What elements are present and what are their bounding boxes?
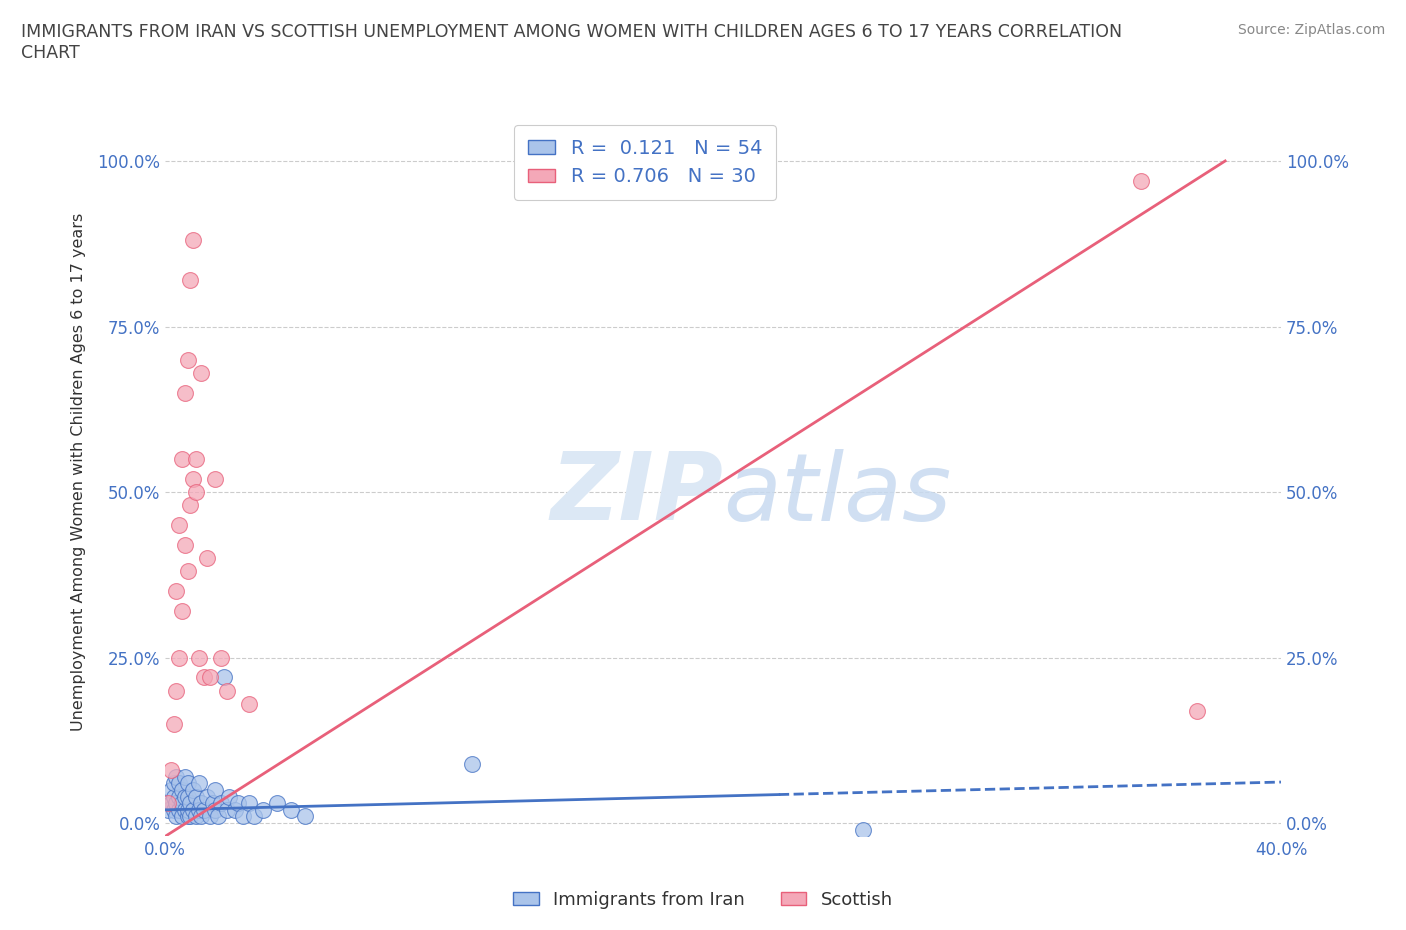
Point [181, 233, 204, 248]
Legend: Immigrants from Iran, Scottish: Immigrants from Iran, Scottish [506, 884, 900, 916]
Point [294, 809, 316, 824]
Point [187, 650, 209, 665]
Point [187, 803, 209, 817]
Point [851, 822, 873, 837]
Point [204, 782, 226, 797]
Point [195, 551, 218, 565]
Point [184, 485, 207, 499]
Point [176, 809, 198, 824]
Point [176, 352, 198, 367]
Point [165, 809, 187, 824]
Point [190, 365, 212, 380]
Point [173, 385, 195, 400]
Point [162, 716, 184, 731]
Point [1130, 173, 1153, 188]
Point [170, 782, 193, 797]
Point [232, 809, 254, 824]
Point [176, 803, 198, 817]
Point [165, 796, 187, 811]
Point [461, 756, 484, 771]
Point [170, 796, 193, 811]
Point [190, 796, 212, 811]
Point [176, 565, 198, 579]
Point [173, 769, 195, 784]
Point [179, 809, 201, 824]
Point [209, 650, 232, 665]
Text: atlas: atlas [723, 448, 952, 539]
Text: Source: ZipAtlas.com: Source: ZipAtlas.com [1237, 23, 1385, 37]
Point [193, 670, 215, 684]
Point [238, 796, 260, 811]
Point [170, 451, 193, 466]
Point [280, 803, 302, 817]
Point [215, 803, 238, 817]
Point [162, 776, 184, 790]
Point [162, 790, 184, 804]
Point [170, 809, 193, 824]
Point [176, 776, 198, 790]
Text: IMMIGRANTS FROM IRAN VS SCOTTISH UNEMPLOYMENT AMONG WOMEN WITH CHILDREN AGES 6 T: IMMIGRANTS FROM IRAN VS SCOTTISH UNEMPLO… [21, 23, 1122, 62]
Point [266, 796, 288, 811]
Point [173, 803, 195, 817]
Point [159, 782, 181, 797]
Point [156, 803, 179, 817]
Point [193, 803, 215, 817]
Point [190, 809, 212, 824]
Point [167, 518, 190, 533]
Point [167, 803, 190, 817]
Point [198, 670, 221, 684]
Point [165, 769, 187, 784]
Point [209, 796, 232, 811]
Point [159, 763, 181, 777]
Point [218, 790, 240, 804]
Point [252, 803, 274, 817]
Point [179, 272, 201, 287]
Point [181, 472, 204, 486]
Point [198, 809, 221, 824]
Point [204, 472, 226, 486]
Point [238, 697, 260, 711]
Point [212, 670, 235, 684]
Legend: R =  0.121   N = 54, R = 0.706   N = 30: R = 0.121 N = 54, R = 0.706 N = 30 [515, 125, 776, 200]
Point [165, 584, 187, 599]
Point [179, 796, 201, 811]
Y-axis label: Unemployment Among Women with Children Ages 6 to 17 years: Unemployment Among Women with Children A… [72, 213, 86, 731]
Point [165, 684, 187, 698]
Point [204, 803, 226, 817]
Point [224, 803, 246, 817]
Point [173, 790, 195, 804]
Point [1187, 703, 1209, 718]
Point [184, 790, 207, 804]
Point [201, 796, 224, 811]
Point [181, 782, 204, 797]
Point [195, 790, 218, 804]
Point [181, 803, 204, 817]
Point [179, 498, 201, 512]
Point [187, 776, 209, 790]
Point [162, 803, 184, 817]
Point [159, 796, 181, 811]
Point [156, 796, 179, 811]
Point [184, 451, 207, 466]
Point [184, 809, 207, 824]
Text: ZIP: ZIP [550, 448, 723, 540]
Point [167, 790, 190, 804]
Point [243, 809, 266, 824]
Point [176, 790, 198, 804]
Point [226, 796, 249, 811]
Point [170, 604, 193, 618]
Point [173, 538, 195, 552]
Point [167, 776, 190, 790]
Point [167, 650, 190, 665]
Point [207, 809, 229, 824]
Point [215, 684, 238, 698]
